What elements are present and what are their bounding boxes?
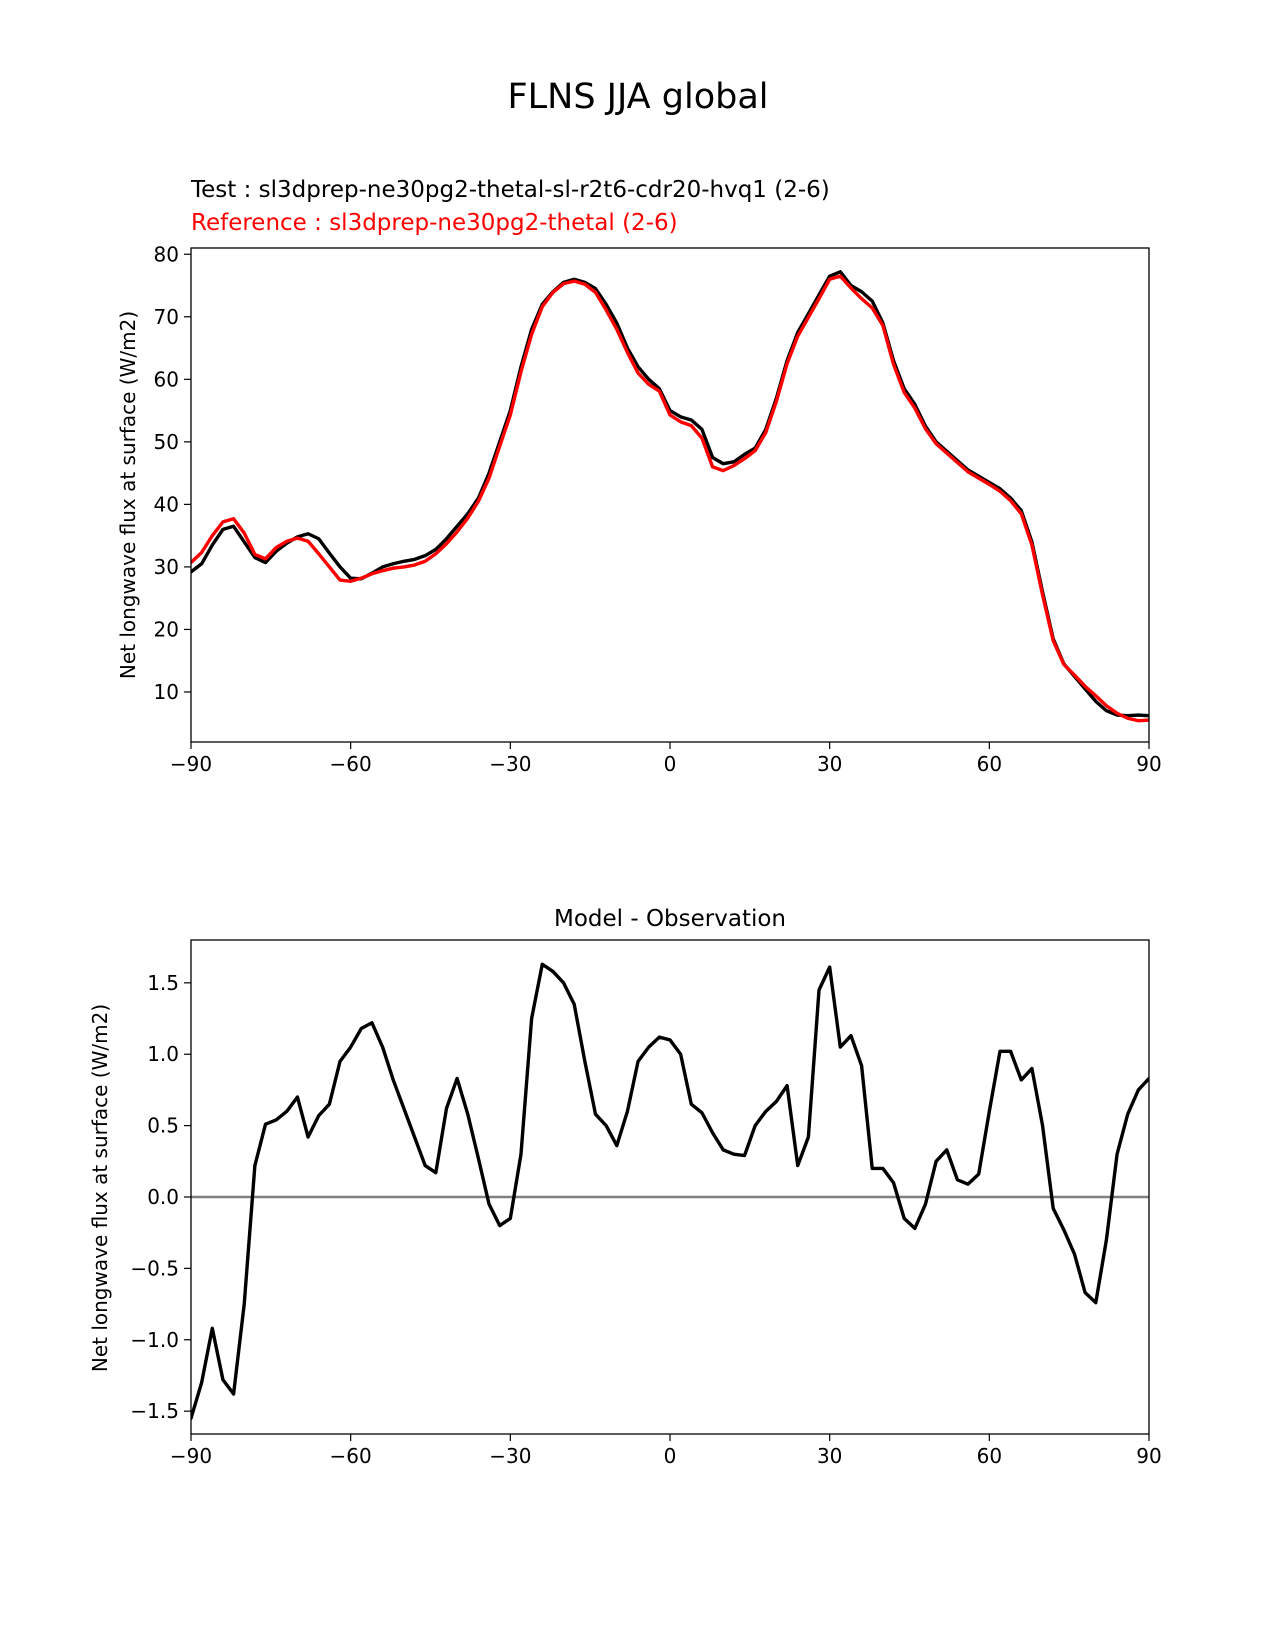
top-x-tick-label: 0 xyxy=(664,752,677,776)
bottom-y-tick-label: −0.5 xyxy=(130,1256,179,1280)
top-y-tick-label: 80 xyxy=(154,242,179,266)
top-y-tick-label: 40 xyxy=(154,492,179,516)
top-y-tick-label: 50 xyxy=(154,430,179,454)
bottom-y-tick-label: 1.0 xyxy=(147,1042,179,1066)
top-panel: Test : sl3dprep-ne30pg2-thetal-sl-r2t6-c… xyxy=(116,177,1162,776)
top-subtitle-test: Test : sl3dprep-ne30pg2-thetal-sl-r2t6-c… xyxy=(190,177,830,203)
top-y-tick-label: 30 xyxy=(154,555,179,579)
bottom-x-tick-label: −30 xyxy=(489,1444,531,1468)
top-plot-area: −90 −60 −30 0 30 60 90 10 20 30 40 50 60 70 80 xyxy=(154,242,1162,776)
bottom-series-model-observation xyxy=(191,962,1149,1420)
bottom-y-axis-label: Net longwave flux at surface (W/m2) xyxy=(88,1004,112,1372)
top-x-tick-label: −90 xyxy=(170,752,212,776)
top-series-reference xyxy=(191,274,1149,723)
bottom-y-tick-label: 0.0 xyxy=(147,1185,179,1209)
bottom-title: Model - Observation xyxy=(554,906,786,932)
top-x-tick-label: −60 xyxy=(330,752,372,776)
bottom-x-tick-label: −90 xyxy=(170,1444,212,1468)
bottom-plot-area: −90 −60 −30 0 30 60 90 −1.5 −1.0 −0.5 0.0 0.5 1.0 1.5 xyxy=(130,962,1162,1468)
bottom-x-tick-label: 90 xyxy=(1136,1444,1161,1468)
top-x-tick-label: 60 xyxy=(977,752,1002,776)
top-y-tick-label: 10 xyxy=(154,680,179,704)
top-subtitle-reference: Reference : sl3dprep-ne30pg2-thetal (2-6… xyxy=(191,210,678,236)
bottom-axes-frame xyxy=(190,939,1150,1435)
top-y-tick-label: 60 xyxy=(154,367,179,391)
top-x-tick-label: 90 xyxy=(1136,752,1161,776)
bottom-y-tick-label: −1.0 xyxy=(130,1328,179,1352)
figure-title: FLNS JJA global xyxy=(508,77,769,117)
bottom-y-tick-label: 0.5 xyxy=(147,1114,179,1138)
bottom-y-tick-label: −1.5 xyxy=(130,1399,179,1423)
top-y-axis-label: Net longwave flux at surface (W/m2) xyxy=(116,311,140,679)
bottom-x-tick-label: 60 xyxy=(977,1444,1002,1468)
bottom-panel: Model - Observation −90 −60 −30 0 30 60 90 −1.5… xyxy=(88,906,1162,1468)
bottom-x-tick-label: 30 xyxy=(817,1444,842,1468)
bottom-x-tick-label: −60 xyxy=(330,1444,372,1468)
bottom-y-tick-label: 1.5 xyxy=(147,971,179,995)
top-y-tick-label: 20 xyxy=(154,617,179,641)
top-y-tick-label: 70 xyxy=(154,305,179,329)
top-x-tick-label: 30 xyxy=(817,752,842,776)
top-axes-frame xyxy=(190,247,1150,743)
bottom-x-tick-label: 0 xyxy=(664,1444,677,1468)
top-x-tick-label: −30 xyxy=(489,752,531,776)
